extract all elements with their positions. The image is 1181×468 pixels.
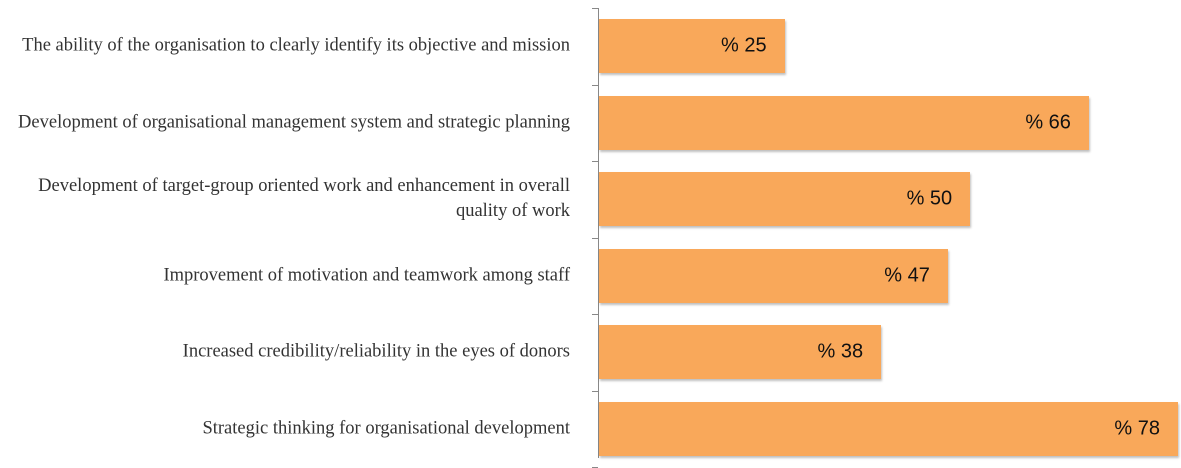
value-label: % 25 bbox=[720, 34, 767, 57]
category-label: Strategic thinking for organisational de… bbox=[202, 418, 570, 439]
category-label: Development of target-group oriented wor… bbox=[38, 176, 570, 222]
value-label: % 47 bbox=[884, 264, 930, 287]
bar bbox=[599, 248, 948, 303]
bar bbox=[599, 19, 785, 74]
value-label: % 78 bbox=[1114, 417, 1160, 440]
bar bbox=[599, 401, 1178, 456]
bar bbox=[599, 172, 971, 227]
value-label: % 50 bbox=[906, 187, 953, 210]
bar bbox=[599, 325, 882, 380]
category-axis bbox=[598, 8, 599, 458]
category-tick bbox=[592, 314, 598, 315]
category-tick bbox=[592, 237, 598, 239]
category-label: Improvement of motivation and teamwork a… bbox=[163, 265, 570, 286]
bar bbox=[599, 95, 1089, 150]
value-label: % 66 bbox=[1025, 111, 1071, 134]
value-label: % 38 bbox=[817, 340, 864, 363]
category-tick bbox=[592, 8, 598, 9]
category-tick bbox=[592, 84, 598, 86]
category-label: Increased credibility/reliability in the… bbox=[182, 341, 570, 362]
category-tick bbox=[592, 390, 598, 392]
category-tick bbox=[592, 161, 598, 162]
category-label: The ability of the organisation to clear… bbox=[22, 35, 570, 56]
category-label: Development of organisational management… bbox=[18, 112, 570, 133]
